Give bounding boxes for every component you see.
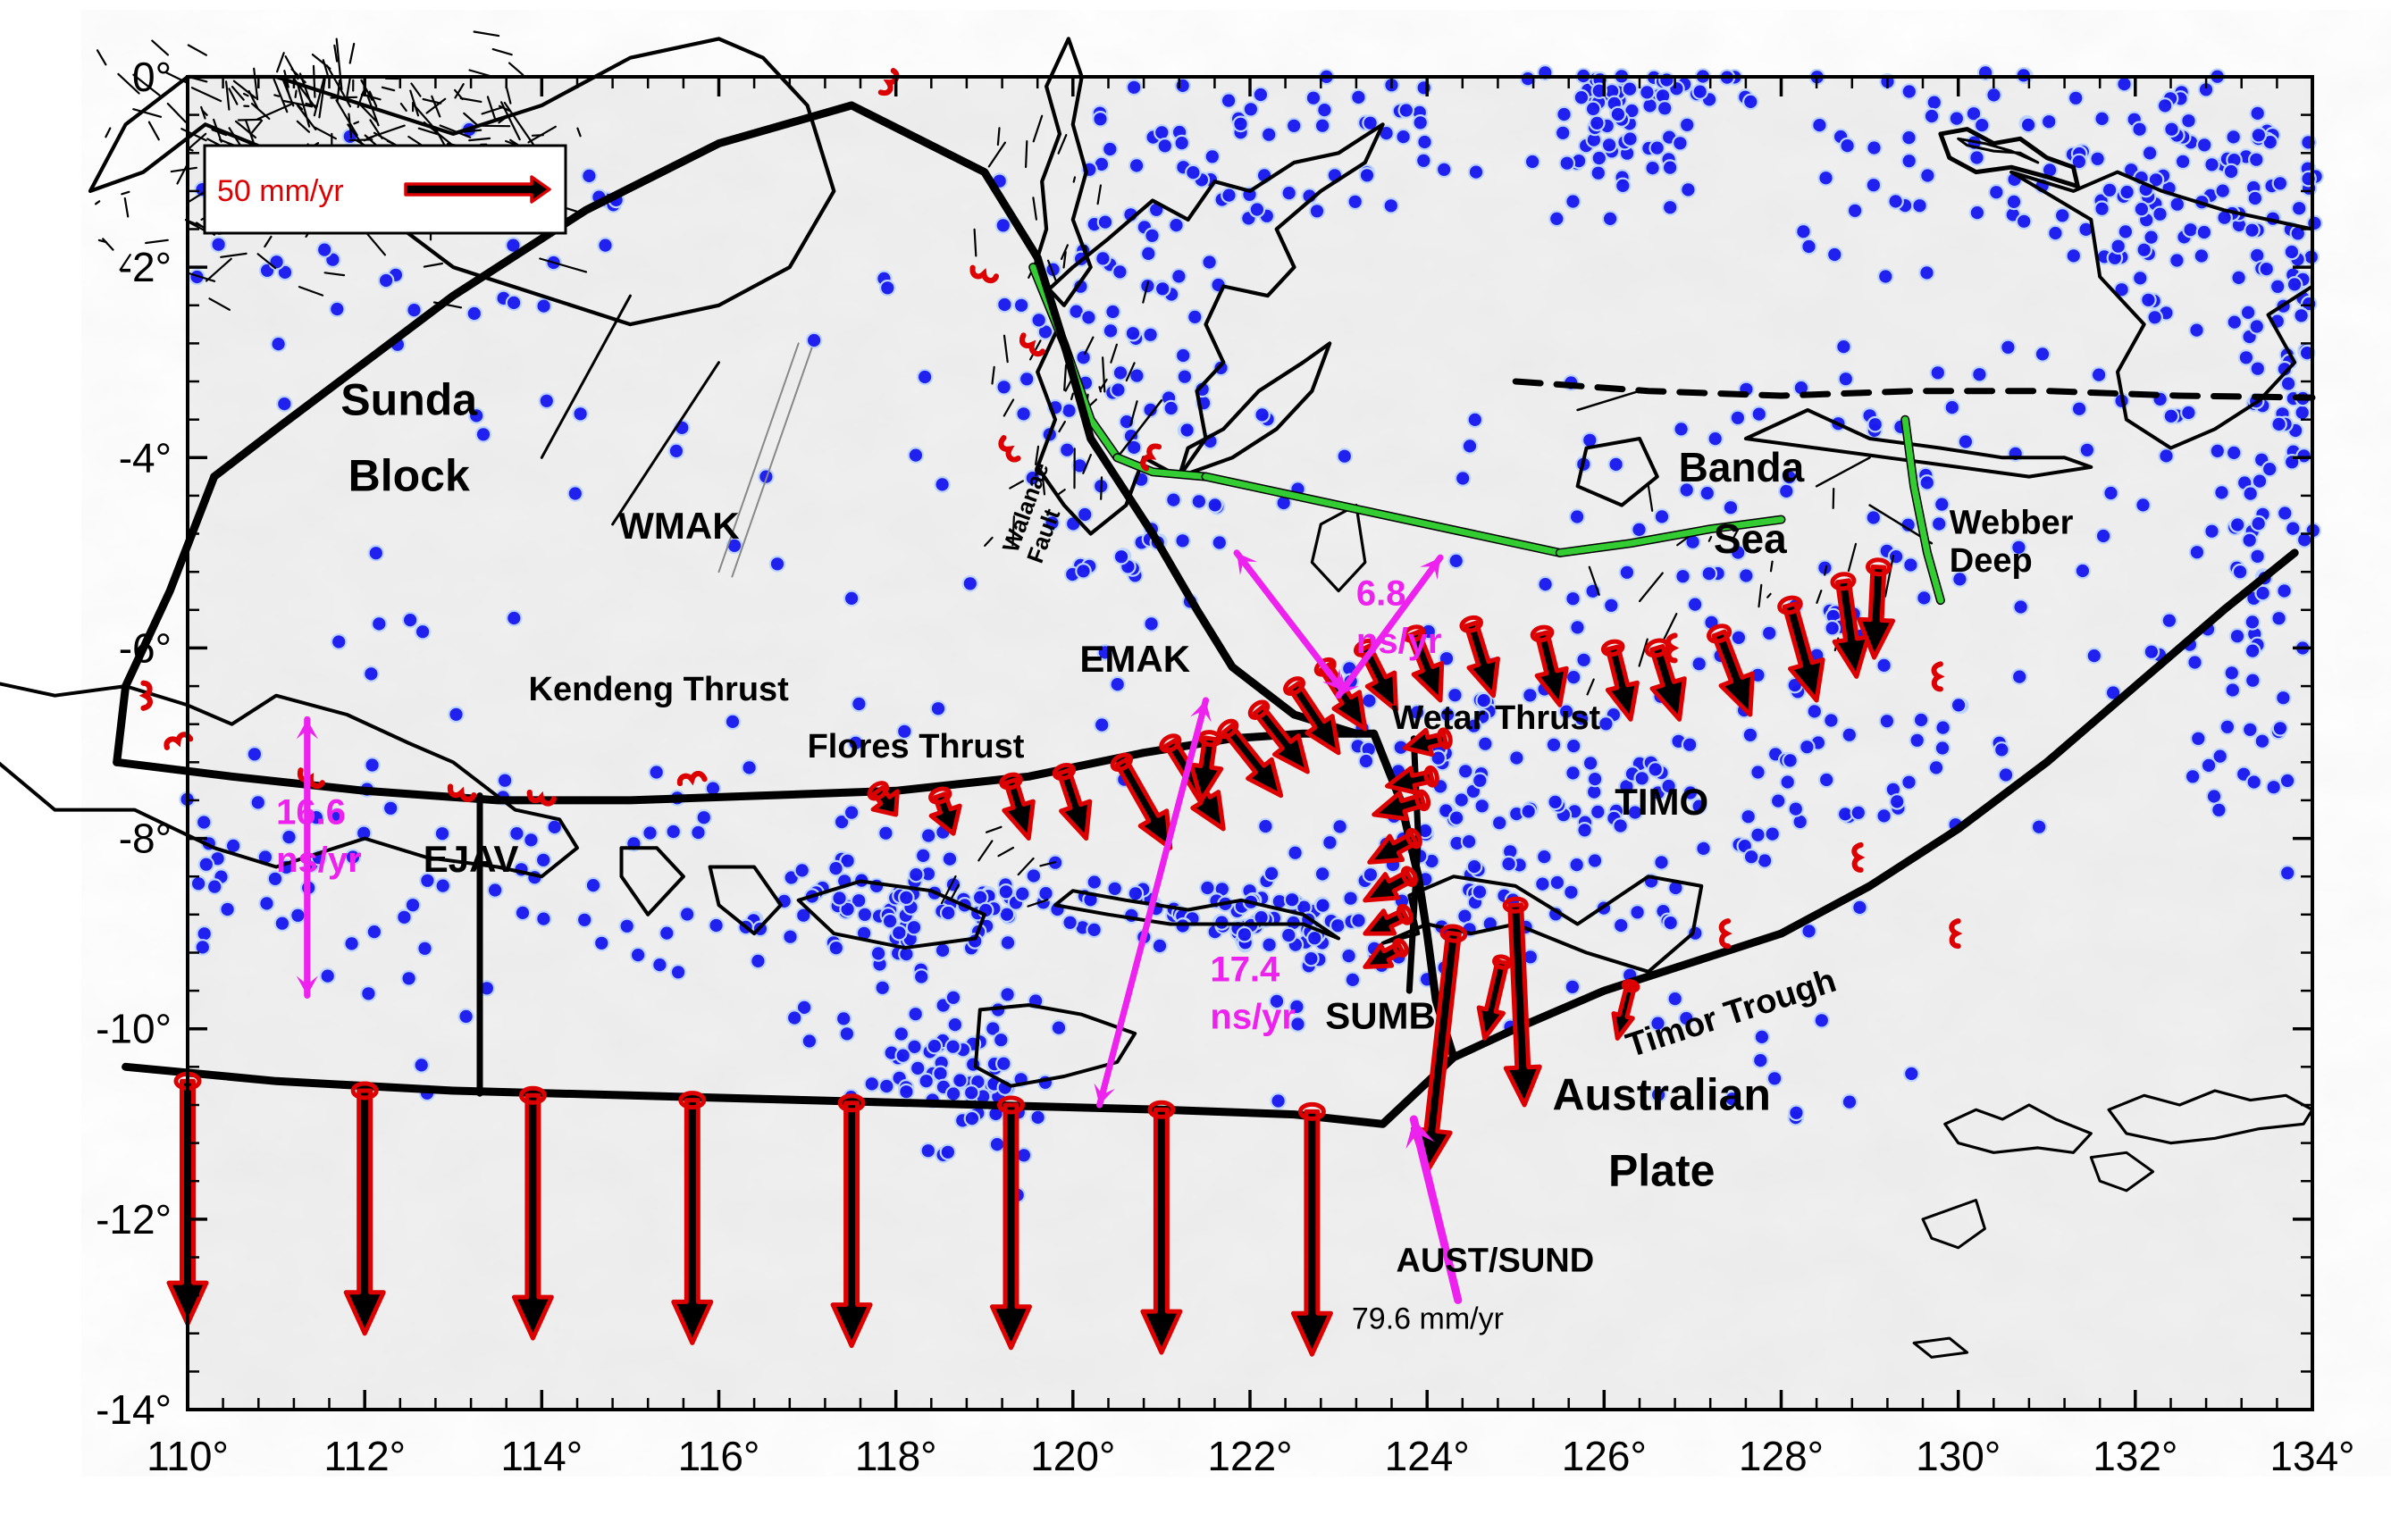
svg-text:120°: 120°: [1030, 1433, 1115, 1479]
svg-text:114°: 114°: [500, 1433, 583, 1479]
svg-text:ns/yr: ns/yr: [1210, 998, 1296, 1037]
svg-text:ns/yr: ns/yr: [1356, 622, 1442, 661]
svg-text:110°: 110°: [147, 1433, 229, 1479]
svg-text:EMAK: EMAK: [1079, 638, 1190, 680]
svg-text:Plate: Plate: [1608, 1146, 1716, 1196]
svg-text:126°: 126°: [1562, 1433, 1647, 1479]
svg-text:Banda: Banda: [1679, 444, 1805, 490]
svg-text:-6°: -6°: [119, 624, 172, 671]
svg-text:-4°: -4°: [119, 434, 172, 481]
svg-text:Sea: Sea: [1714, 515, 1787, 562]
svg-text:Wetar Thrust: Wetar Thrust: [1392, 699, 1601, 737]
svg-text:0°: 0°: [132, 54, 172, 100]
svg-text:Flores Thrust: Flores Thrust: [808, 728, 1025, 766]
svg-text:-14°: -14°: [96, 1386, 172, 1433]
svg-text:AUST/SUND: AUST/SUND: [1397, 1243, 1595, 1280]
svg-text:134°: 134°: [2269, 1433, 2354, 1479]
svg-text:TIMO: TIMO: [1615, 781, 1708, 823]
svg-text:Kendeng Thrust: Kendeng Thrust: [529, 671, 790, 708]
svg-text:17.4: 17.4: [1210, 950, 1280, 989]
svg-text:112°: 112°: [323, 1433, 406, 1479]
svg-text:WMAK: WMAK: [618, 505, 739, 547]
svg-text:6.8: 6.8: [1356, 574, 1406, 614]
svg-text:122°: 122°: [1207, 1433, 1292, 1479]
svg-text:Webber: Webber: [1950, 505, 2074, 542]
svg-text:-12°: -12°: [96, 1196, 172, 1243]
svg-text:-2°: -2°: [119, 244, 172, 290]
svg-text:130°: 130°: [1916, 1433, 2001, 1479]
svg-text:118°: 118°: [855, 1433, 937, 1479]
svg-text:116°: 116°: [678, 1433, 760, 1479]
svg-text:Block: Block: [348, 451, 470, 501]
svg-text:79.6 mm/yr: 79.6 mm/yr: [1352, 1301, 1504, 1335]
svg-text:124°: 124°: [1385, 1433, 1470, 1479]
svg-text:SUMB: SUMB: [1325, 995, 1436, 1037]
svg-text:-8°: -8°: [119, 816, 172, 862]
svg-text:132°: 132°: [2093, 1433, 2177, 1479]
svg-text:Sunda: Sunda: [340, 374, 478, 424]
svg-text:Australian: Australian: [1552, 1069, 1771, 1119]
svg-text:16.6: 16.6: [276, 793, 346, 833]
svg-text:ns/yr: ns/yr: [276, 841, 362, 880]
svg-text:128°: 128°: [1739, 1433, 1824, 1479]
svg-text:-10°: -10°: [96, 1006, 172, 1052]
svg-text:50 mm/yr: 50 mm/yr: [217, 174, 344, 208]
svg-text:Deep: Deep: [1950, 542, 2033, 580]
svg-text:EJAV: EJAV: [424, 838, 519, 880]
